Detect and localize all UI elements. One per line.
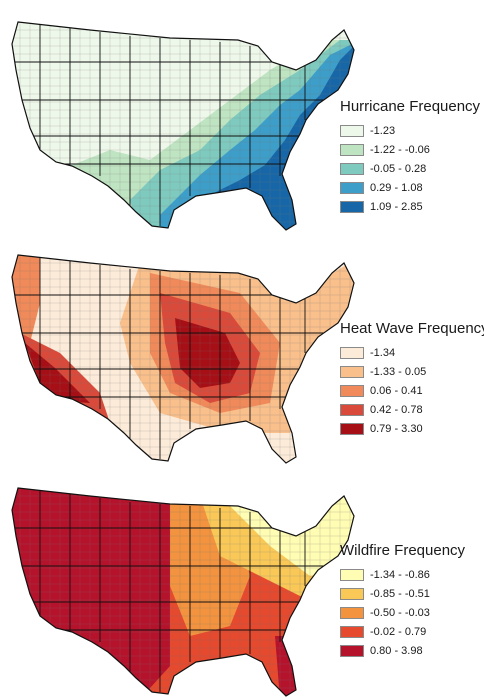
legend-item: -1.34 - -0.86 bbox=[340, 565, 465, 584]
wildfire-map-panel: Wildfire Frequency -1.34 - -0.86 -0.85 -… bbox=[0, 466, 484, 699]
legend-swatch bbox=[340, 568, 364, 581]
legend-item: -0.02 - 0.79 bbox=[340, 622, 465, 641]
legend-label: -1.34 - -0.86 bbox=[370, 568, 430, 581]
legend-label: 1.09 - 2.85 bbox=[370, 200, 423, 213]
legend-label: -0.02 - 0.79 bbox=[370, 625, 427, 638]
legend-title: Heat Wave Frequency bbox=[340, 320, 484, 337]
legend-swatch bbox=[340, 181, 364, 194]
legend-title: Wildfire Frequency bbox=[340, 542, 466, 559]
legend-swatch bbox=[340, 644, 364, 657]
legend-label: 0.42 - 0.78 bbox=[370, 403, 423, 416]
legend-item: -0.85 - -0.51 bbox=[340, 584, 465, 603]
heat-wave-map bbox=[11, 254, 355, 464]
legend-item: 0.06 - 0.41 bbox=[340, 381, 484, 400]
legend-swatch bbox=[340, 403, 364, 416]
legend-label: -0.85 - -0.51 bbox=[370, 587, 430, 600]
legend-item: 0.79 - 3.30 bbox=[340, 419, 484, 438]
legend-item: -1.23 bbox=[340, 121, 480, 140]
legend-swatch bbox=[340, 384, 364, 397]
legend-item: 0.80 - 3.98 bbox=[340, 641, 465, 660]
legend-label: -1.33 - 0.05 bbox=[370, 365, 427, 378]
legend-swatch bbox=[340, 606, 364, 619]
legend-label: 0.29 - 1.08 bbox=[370, 181, 423, 194]
legend-label: 0.06 - 0.41 bbox=[370, 384, 423, 397]
legend-label: -0.05 - 0.28 bbox=[370, 162, 427, 175]
hurricane-map bbox=[11, 21, 355, 231]
wildfire-legend: Wildfire Frequency -1.34 - -0.86 -0.85 -… bbox=[340, 542, 465, 660]
legend-swatch bbox=[340, 346, 364, 359]
legend-item: -1.33 - 0.05 bbox=[340, 362, 484, 381]
heat-wave-legend: Heat Wave Frequency -1.34 -1.33 - 0.05 0… bbox=[340, 320, 484, 438]
legend-label: -1.34 bbox=[370, 346, 396, 359]
wildfire-map bbox=[11, 487, 355, 697]
legend-label: -1.23 bbox=[370, 124, 396, 137]
legend-swatch bbox=[340, 625, 364, 638]
heat-wave-map-panel: Heat Wave Frequency -1.34 -1.33 - 0.05 0… bbox=[0, 233, 484, 466]
legend-item: -1.34 bbox=[340, 343, 484, 362]
legend-swatch bbox=[340, 365, 364, 378]
legend-swatch bbox=[340, 143, 364, 156]
legend-label: -1.22 - -0.06 bbox=[370, 143, 430, 156]
legend-title: Hurricane Frequency bbox=[340, 98, 481, 115]
legend-swatch bbox=[340, 162, 364, 175]
legend-label: -0.50 - -0.03 bbox=[370, 606, 430, 619]
hurricane-map-panel: Hurricane Frequency -1.23 -1.22 - -0.06 … bbox=[0, 0, 484, 233]
hurricane-legend: Hurricane Frequency -1.23 -1.22 - -0.06 … bbox=[340, 98, 480, 216]
legend-item: -0.05 - 0.28 bbox=[340, 159, 480, 178]
legend-swatch bbox=[340, 587, 364, 600]
legend-item: 0.42 - 0.78 bbox=[340, 400, 484, 419]
legend-item: 1.09 - 2.85 bbox=[340, 197, 480, 216]
legend-swatch bbox=[340, 124, 364, 137]
legend-item: 0.29 - 1.08 bbox=[340, 178, 480, 197]
legend-label: 0.79 - 3.30 bbox=[370, 422, 423, 435]
legend-swatch bbox=[340, 422, 364, 435]
legend-item: -0.50 - -0.03 bbox=[340, 603, 465, 622]
legend-label: 0.80 - 3.98 bbox=[370, 644, 423, 657]
legend-swatch bbox=[340, 200, 364, 213]
legend-item: -1.22 - -0.06 bbox=[340, 140, 480, 159]
